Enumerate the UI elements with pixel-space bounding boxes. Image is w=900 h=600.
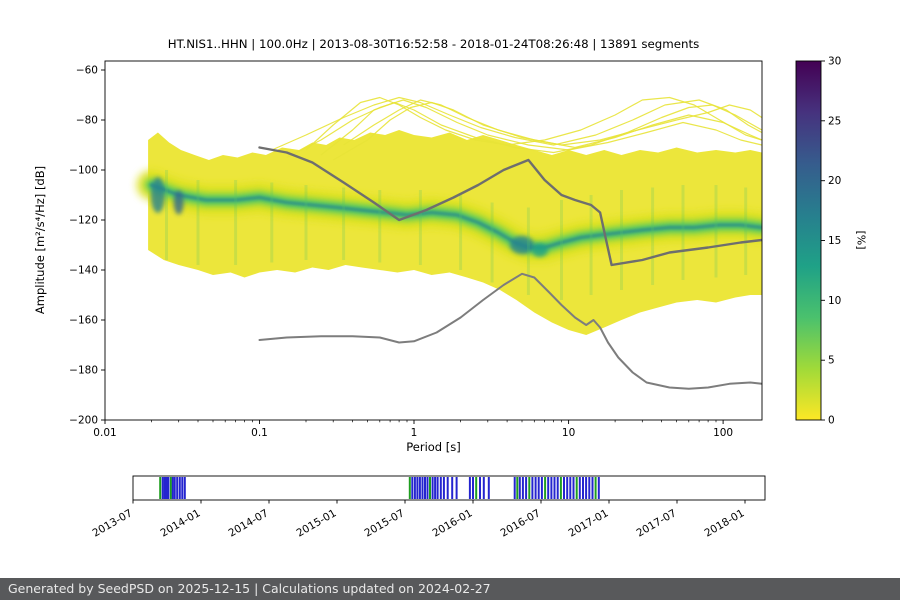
timeline-tick-label: 2013-07 (91, 507, 135, 539)
timeline-tick-label: 2017-01 (567, 507, 611, 539)
x-axis-label: Period [s] (406, 440, 461, 454)
x-tick-label: 100 (713, 427, 733, 439)
colorbar-tick-label: 25 (828, 115, 841, 127)
colorbar (796, 61, 821, 420)
timeline-tick-label: 2016-01 (431, 507, 475, 539)
plot-title: HT.NIS1..HHN | 100.0Hz | 2013-08-30T16:5… (167, 37, 700, 51)
colorbar-tick-label: 20 (828, 175, 841, 187)
outlier-psd-curve (271, 96, 762, 151)
density-band (148, 130, 762, 335)
x-tick-label: 0.01 (93, 427, 116, 439)
footer-text: Generated by SeedPSD on 2025-12-15 | Cal… (8, 581, 491, 596)
ppsd-heatmap (136, 96, 762, 390)
timeline-tick-label: 2017-07 (635, 507, 679, 539)
timeline-tick-label: 2014-07 (227, 507, 271, 539)
noise-model-line (258, 272, 762, 390)
timeline-tick-label: 2018-01 (703, 507, 747, 539)
y-tick-label: −140 (69, 265, 98, 277)
density-hotspot (173, 190, 184, 215)
outlier-psd-curve (343, 99, 762, 149)
colorbar-tick-label: 15 (828, 235, 841, 247)
timeline-tick-label: 2015-07 (363, 507, 407, 539)
y-tick-label: −80 (76, 115, 98, 127)
timeline-tick-label: 2014-01 (159, 507, 203, 539)
coverage-marks (159, 477, 600, 499)
outlier-psd-curve (286, 99, 762, 159)
colorbar-tick-label: 5 (828, 355, 835, 367)
y-tick-label: −100 (69, 165, 98, 177)
colorbar-tick-label: 30 (828, 56, 841, 68)
outlier-psd-curve (305, 96, 762, 151)
timeline-tick-label: 2015-01 (295, 507, 339, 539)
y-tick-label: −120 (69, 215, 98, 227)
mode-line (258, 146, 762, 267)
y-tick-label: −60 (76, 65, 98, 77)
density-hotspot (150, 177, 165, 213)
colorbar-tick-label: 0 (828, 415, 835, 427)
coverage-strip (132, 475, 766, 501)
axes-frame (104, 60, 763, 421)
x-tick-label: 1 (411, 427, 418, 439)
y-tick-label: −160 (69, 315, 98, 327)
colorbar-tick-label: 10 (828, 295, 841, 307)
ppsd-plot-canvas: 0.01 0.1 1 10 100−60−80−100−120−140−160−180−… (69, 56, 841, 540)
y-tick-label: −180 (69, 365, 98, 377)
density-ridge (150, 183, 762, 249)
y-tick-label: −200 (69, 415, 98, 427)
timeline-tick-label: 2016-07 (499, 507, 543, 539)
x-tick-label: 10 (562, 427, 575, 439)
density-hotspot (510, 236, 534, 254)
footer-bar: Generated by SeedPSD on 2025-12-15 | Cal… (0, 578, 900, 600)
density-hotspot (531, 243, 548, 257)
x-tick-label: 0.1 (251, 427, 268, 439)
